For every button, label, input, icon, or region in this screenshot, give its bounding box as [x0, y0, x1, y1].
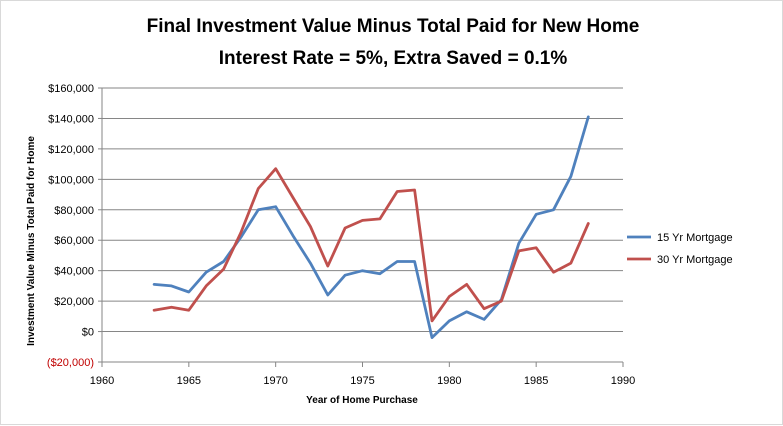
gridlines [101, 87, 623, 363]
legend: 15 Yr Mortgage 30 Yr Mortgage [627, 232, 733, 266]
x-tick-label: 1985 [524, 375, 548, 387]
legend-label-15-yr-mortgage: 15 Yr Mortgage [657, 232, 733, 244]
legend-label-30-yr-mortgage: 30 Yr Mortgage [657, 254, 733, 266]
x-tick-label: 1970 [263, 375, 287, 387]
series-layer [152, 115, 590, 340]
chart-title-line-1: Final Investment Value Minus Total Paid … [147, 16, 640, 37]
y-tick-label: $80,000 [54, 205, 94, 217]
x-tick-label: 1975 [350, 375, 374, 387]
y-tick-label: ($20,000) [47, 357, 94, 369]
y-tick-label: $40,000 [54, 266, 94, 278]
x-axis-label: Year of Home Purchase [306, 395, 418, 406]
x-axis-ticks: 1960 1965 1970 1975 1980 1985 1990 [90, 362, 635, 387]
y-axis-label: Investment Value Minus Total Paid for Ho… [26, 136, 37, 346]
x-tick-label: 1960 [90, 375, 114, 387]
y-tick-label: $60,000 [54, 235, 94, 247]
y-tick-label: $140,000 [48, 113, 94, 125]
x-tick-label: 1965 [177, 375, 201, 387]
y-tick-label: $120,000 [48, 144, 94, 156]
series-line-15-yr-mortgage [152, 115, 590, 340]
series-line-30-yr-mortgage [152, 167, 590, 323]
chart-title-line-2: Interest Rate = 5%, Extra Saved = 0.1% [219, 48, 568, 69]
y-tick-label: $0 [82, 327, 94, 339]
y-tick-label: $160,000 [48, 83, 94, 95]
x-tick-label: 1980 [437, 375, 461, 387]
y-axis-ticks: ($20,000) $0 $20,000 $40,000 $60,000 $80,000 $… [47, 83, 102, 369]
x-tick-label: 1990 [611, 375, 635, 387]
y-tick-label: $20,000 [54, 296, 94, 308]
y-tick-label: $100,000 [48, 174, 94, 186]
